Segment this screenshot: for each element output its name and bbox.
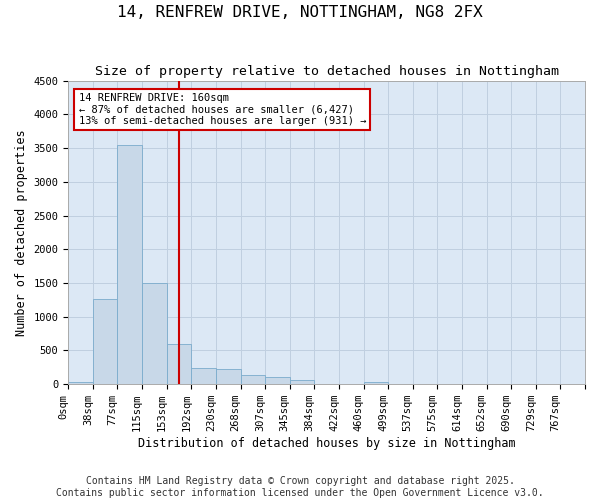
- Bar: [68, 382, 93, 384]
- Y-axis label: Number of detached properties: Number of detached properties: [15, 129, 28, 336]
- Bar: [93, 299, 118, 384]
- Title: Size of property relative to detached houses in Nottingham: Size of property relative to detached ho…: [95, 65, 559, 78]
- Text: Contains HM Land Registry data © Crown copyright and database right 2025.
Contai: Contains HM Land Registry data © Crown c…: [56, 476, 544, 498]
- Bar: [364, 382, 388, 384]
- Bar: [142, 283, 167, 384]
- Text: 14, RENFREW DRIVE, NOTTINGHAM, NG8 2FX: 14, RENFREW DRIVE, NOTTINGHAM, NG8 2FX: [117, 5, 483, 20]
- Bar: [265, 378, 290, 384]
- Bar: [191, 368, 216, 384]
- Bar: [216, 369, 241, 384]
- Bar: [118, 146, 142, 384]
- Bar: [290, 380, 314, 384]
- Text: 14 RENFREW DRIVE: 160sqm
← 87% of detached houses are smaller (6,427)
13% of sem: 14 RENFREW DRIVE: 160sqm ← 87% of detach…: [79, 92, 366, 126]
- Bar: [167, 344, 191, 384]
- X-axis label: Distribution of detached houses by size in Nottingham: Distribution of detached houses by size …: [138, 437, 515, 450]
- Bar: [241, 375, 265, 384]
